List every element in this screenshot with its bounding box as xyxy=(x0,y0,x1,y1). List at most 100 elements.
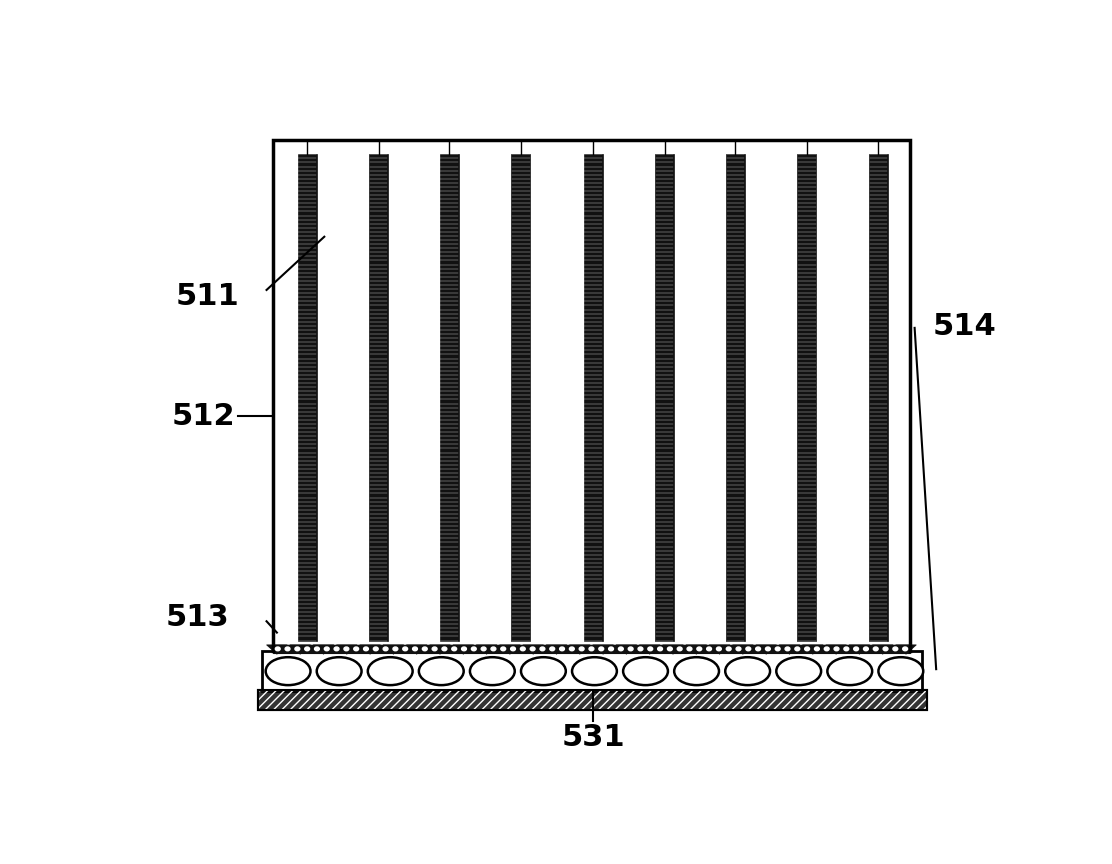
Text: 512: 512 xyxy=(172,402,236,431)
Circle shape xyxy=(706,647,712,651)
Ellipse shape xyxy=(522,658,566,685)
Circle shape xyxy=(384,647,388,651)
Polygon shape xyxy=(655,154,674,641)
Circle shape xyxy=(716,647,722,651)
Circle shape xyxy=(599,647,604,651)
Circle shape xyxy=(461,647,466,651)
Text: 531: 531 xyxy=(562,722,625,752)
Polygon shape xyxy=(797,154,816,641)
Circle shape xyxy=(628,647,633,651)
Polygon shape xyxy=(803,645,823,654)
Ellipse shape xyxy=(776,658,821,685)
Circle shape xyxy=(481,647,486,651)
Circle shape xyxy=(374,647,378,651)
Circle shape xyxy=(334,647,339,651)
Polygon shape xyxy=(733,645,753,654)
Bar xyxy=(272,140,911,646)
Circle shape xyxy=(903,647,907,651)
Circle shape xyxy=(285,647,290,651)
Polygon shape xyxy=(406,645,427,654)
Circle shape xyxy=(648,647,653,651)
Circle shape xyxy=(657,647,663,651)
Polygon shape xyxy=(476,645,497,654)
Polygon shape xyxy=(290,645,310,654)
Circle shape xyxy=(824,647,830,651)
Bar xyxy=(258,690,926,710)
Circle shape xyxy=(569,647,574,651)
Circle shape xyxy=(736,647,741,651)
Circle shape xyxy=(549,647,555,651)
Polygon shape xyxy=(872,645,893,654)
Circle shape xyxy=(530,647,535,651)
Circle shape xyxy=(441,647,447,651)
Ellipse shape xyxy=(623,658,668,685)
Polygon shape xyxy=(546,645,567,654)
Circle shape xyxy=(433,647,437,651)
Polygon shape xyxy=(360,645,380,654)
Polygon shape xyxy=(868,154,887,641)
Ellipse shape xyxy=(878,658,923,685)
Circle shape xyxy=(393,647,398,651)
Polygon shape xyxy=(780,645,800,654)
Ellipse shape xyxy=(674,658,719,685)
Circle shape xyxy=(510,647,516,651)
Circle shape xyxy=(559,647,565,651)
Polygon shape xyxy=(826,645,846,654)
Circle shape xyxy=(697,647,702,651)
Text: 514: 514 xyxy=(933,312,996,341)
Circle shape xyxy=(864,647,868,651)
Polygon shape xyxy=(383,645,404,654)
Ellipse shape xyxy=(827,658,872,685)
Circle shape xyxy=(579,647,584,651)
Circle shape xyxy=(814,647,820,651)
Circle shape xyxy=(834,647,838,651)
Circle shape xyxy=(687,647,692,651)
Polygon shape xyxy=(453,645,474,654)
Polygon shape xyxy=(709,645,729,654)
Circle shape xyxy=(325,647,329,651)
Bar xyxy=(258,690,926,710)
Polygon shape xyxy=(895,645,916,654)
Polygon shape xyxy=(616,645,637,654)
Bar xyxy=(262,651,922,691)
Circle shape xyxy=(785,647,790,651)
Circle shape xyxy=(805,647,810,651)
Polygon shape xyxy=(639,645,661,654)
Polygon shape xyxy=(593,645,614,654)
Circle shape xyxy=(403,647,408,651)
Ellipse shape xyxy=(419,658,464,685)
Circle shape xyxy=(667,647,673,651)
Circle shape xyxy=(276,647,280,651)
Polygon shape xyxy=(726,154,745,641)
Circle shape xyxy=(500,647,506,651)
Circle shape xyxy=(315,647,319,651)
Polygon shape xyxy=(512,154,530,641)
Polygon shape xyxy=(663,645,684,654)
Ellipse shape xyxy=(317,658,361,685)
Polygon shape xyxy=(429,645,450,654)
Circle shape xyxy=(354,647,358,651)
Circle shape xyxy=(295,647,300,651)
Polygon shape xyxy=(337,645,357,654)
Circle shape xyxy=(844,647,848,651)
Circle shape xyxy=(520,647,525,651)
Circle shape xyxy=(618,647,623,651)
Circle shape xyxy=(677,647,682,651)
Circle shape xyxy=(305,647,309,651)
Circle shape xyxy=(756,647,761,651)
Bar xyxy=(258,690,926,710)
Text: 511: 511 xyxy=(176,283,240,311)
Polygon shape xyxy=(756,645,776,654)
Bar xyxy=(272,645,911,653)
Circle shape xyxy=(423,647,427,651)
Circle shape xyxy=(873,647,878,651)
Polygon shape xyxy=(439,154,459,641)
Ellipse shape xyxy=(368,658,413,685)
Circle shape xyxy=(344,647,349,651)
Polygon shape xyxy=(267,645,287,654)
Circle shape xyxy=(589,647,594,651)
Circle shape xyxy=(471,647,476,651)
Circle shape xyxy=(883,647,888,651)
Polygon shape xyxy=(850,645,870,654)
Circle shape xyxy=(608,647,614,651)
